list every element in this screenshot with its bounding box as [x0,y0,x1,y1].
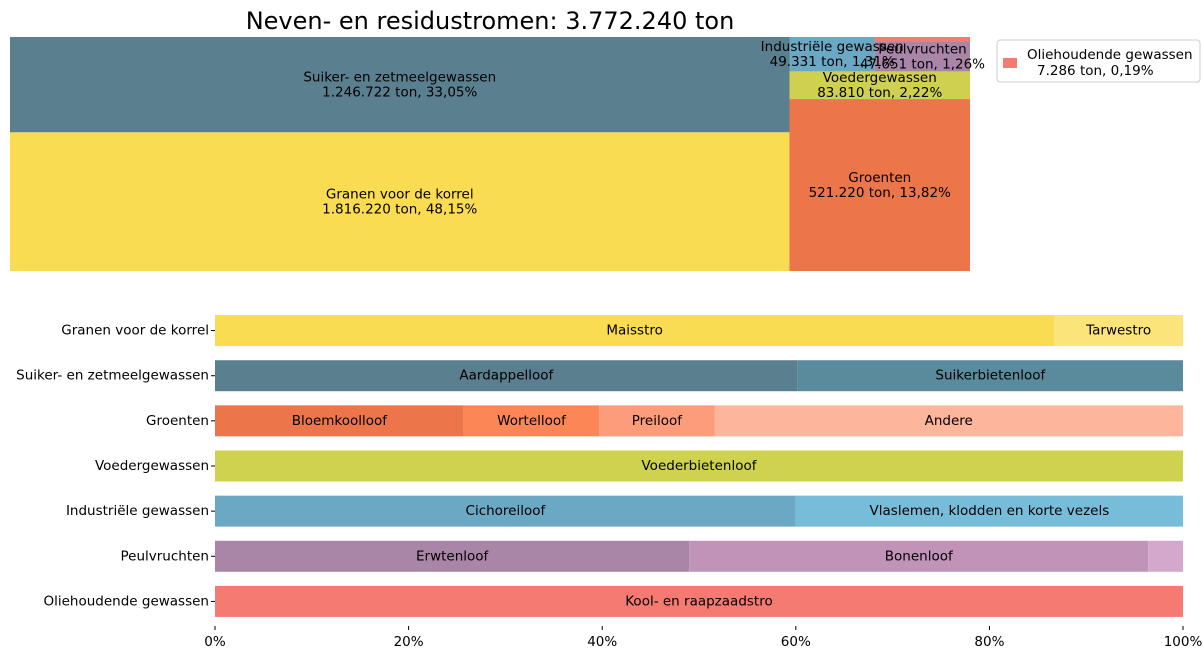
x-tick-label: 40% [587,634,617,650]
cell-label: Industriële gewassen [761,39,904,55]
legend-value: 7.286 ton, 0,19% [1037,63,1154,79]
segment-label: Tarwestro [1085,323,1151,339]
y-tick-label: Oliehoudende gewassen [43,593,209,609]
segment-label: Andere [925,413,973,429]
bar-segment [215,315,1055,347]
segment-label: Bloemkoolloof [292,413,389,429]
x-tick-label: 0% [204,634,226,650]
bar-segment [795,495,1183,527]
cell-label: Suiker- en zetmeelgewassen [303,70,496,86]
x-tick-label: 100% [1164,634,1203,650]
y-tick-label: Industriële gewassen [66,503,209,519]
y-tick-label: Voedergewassen [95,458,209,474]
cell-value-label: 1.816.220 ton, 48,15% [322,202,477,218]
segment-label: Cichoreiloof [466,503,547,519]
treemap-cell [874,37,970,42]
cell-value-label: 47.651 ton, 1,26% [860,56,985,72]
cell-label: Peulvruchten [878,41,967,57]
bar-segment [215,540,690,572]
bar-segment [1148,540,1183,572]
y-tick-label: Groenten [146,413,209,429]
segment-label: Bonenloof [885,548,954,564]
bar-segment [215,360,798,392]
bar-segment [215,495,796,527]
y-tick-label: Suiker- en zetmeelgewassen [16,368,209,384]
segment-label: Kool- en raapzaadstro [625,593,772,609]
treemap-cell [10,132,790,271]
treemap-cell [789,99,970,271]
segment-label: Wortelloof [497,413,567,429]
cell-label: Granen voor de korrel [326,187,474,203]
cell-label: Voedergewassen [823,70,937,86]
segment-label: Maisstro [606,323,663,339]
bar-segment [215,585,1183,617]
segment-label: Voederbietenloof [642,458,758,474]
segment-label: Preiloof [632,413,683,429]
legend-box [996,39,1201,83]
x-tick-label: 20% [394,634,424,650]
treemap-cell [10,37,790,133]
segment-label: Suikerbietenloof [935,368,1046,384]
bar-segment [215,450,1183,482]
bar-segment [463,405,600,437]
cell-label: Groenten [848,170,911,186]
treemap-cell [789,71,970,100]
y-tick-label: Granen voor de korrel [61,323,209,339]
cell-value-label: 83.810 ton, 2,22% [817,85,942,101]
segment-label: Vlaslemen, klodden en korte vezels [870,503,1110,519]
bar-segment [714,405,1183,437]
x-tick-label: 80% [974,634,1004,650]
treemap-cell [789,37,875,72]
cell-value-label: 521.220 ton, 13,82% [809,185,951,201]
legend-swatch [1003,58,1017,68]
bar-segment [797,360,1183,392]
bar-segment [599,405,715,437]
bar-segment [689,540,1149,572]
treemap-cell [874,41,970,72]
segment-label: Aardappelloof [459,368,554,384]
y-tick-label: Peulvruchten [120,548,209,564]
cell-value-label: 49.331 ton, 1,31% [770,54,895,70]
bar-segment [215,405,464,437]
cell-value-label: 1.246.722 ton, 33,05% [322,85,477,101]
segment-label: Erwtenloof [416,548,490,564]
legend-label: Oliehoudende gewassen [1027,47,1193,63]
x-tick-label: 60% [781,634,811,650]
chart-title: Neven- en residustromen: 3.772.240 ton [246,7,735,35]
bar-segment [1054,315,1183,347]
